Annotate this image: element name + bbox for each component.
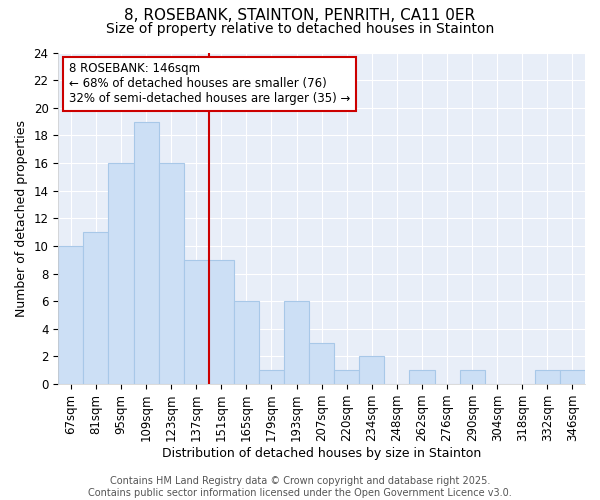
Bar: [535, 370, 560, 384]
Text: Size of property relative to detached houses in Stainton: Size of property relative to detached ho…: [106, 22, 494, 36]
Bar: [460, 370, 485, 384]
Bar: [83, 232, 109, 384]
Bar: [259, 370, 284, 384]
Bar: [409, 370, 434, 384]
Text: 8 ROSEBANK: 146sqm
← 68% of detached houses are smaller (76)
32% of semi-detache: 8 ROSEBANK: 146sqm ← 68% of detached hou…: [69, 62, 350, 106]
Text: 8, ROSEBANK, STAINTON, PENRITH, CA11 0ER: 8, ROSEBANK, STAINTON, PENRITH, CA11 0ER: [124, 8, 476, 22]
X-axis label: Distribution of detached houses by size in Stainton: Distribution of detached houses by size …: [162, 447, 481, 460]
Bar: [359, 356, 385, 384]
Text: Contains HM Land Registry data © Crown copyright and database right 2025.
Contai: Contains HM Land Registry data © Crown c…: [88, 476, 512, 498]
Bar: [560, 370, 585, 384]
Bar: [58, 246, 83, 384]
Bar: [309, 342, 334, 384]
Bar: [284, 301, 309, 384]
Bar: [158, 163, 184, 384]
Bar: [209, 260, 234, 384]
Bar: [234, 301, 259, 384]
Bar: [134, 122, 158, 384]
Bar: [109, 163, 134, 384]
Y-axis label: Number of detached properties: Number of detached properties: [15, 120, 28, 317]
Bar: [334, 370, 359, 384]
Bar: [184, 260, 209, 384]
